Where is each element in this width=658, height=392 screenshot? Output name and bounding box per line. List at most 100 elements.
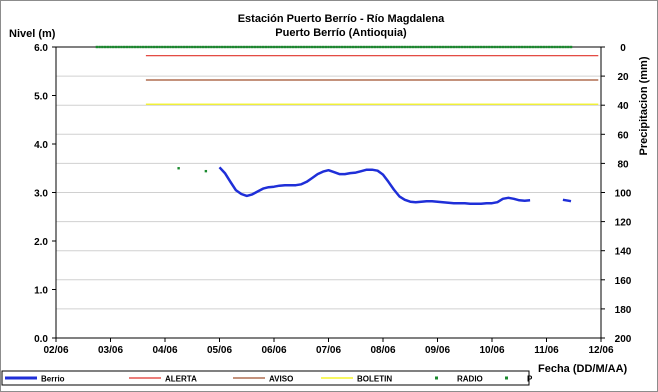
legend-label: Berrio <box>41 375 65 384</box>
series-p-point <box>354 45 357 49</box>
series-p-point <box>357 45 360 49</box>
series-p-point <box>229 45 232 49</box>
series-p-point <box>161 45 164 49</box>
x-axis-label: Fecha (DD/M/AA) <box>538 363 628 375</box>
x-tick-label: 09/06 <box>425 345 450 356</box>
series-p-point <box>155 45 159 49</box>
series-p-point <box>520 45 524 49</box>
series-p-point <box>237 45 240 49</box>
x-tick-label: 07/06 <box>316 345 341 356</box>
y2-tick-label: 40 <box>617 101 629 112</box>
series-p-point <box>144 45 148 49</box>
series-p-point <box>188 45 191 49</box>
series-p-point <box>340 45 344 49</box>
series-p-point <box>368 45 371 49</box>
series-p-point <box>381 45 385 49</box>
series-p-point <box>449 45 453 49</box>
series-p-point <box>452 45 456 49</box>
series-p-point <box>490 45 494 49</box>
y2-tick-label: 100 <box>615 189 632 200</box>
series-p-point <box>212 45 216 49</box>
series-p-point <box>346 45 349 49</box>
series-p-point <box>523 45 526 49</box>
legend-label: AVISO <box>269 375 293 384</box>
series-p-point <box>417 45 420 49</box>
series-p-point <box>463 45 466 49</box>
series-p-point <box>482 45 486 49</box>
series-p-point <box>152 45 156 49</box>
series-p-point <box>169 45 172 49</box>
series-p-point <box>550 45 554 49</box>
series-p-point <box>379 45 382 49</box>
series-p-point <box>485 45 488 49</box>
legend-label: RADIO <box>457 375 483 384</box>
series-p-point <box>564 45 567 49</box>
series-p-point <box>251 45 254 49</box>
y2-tick-label: 80 <box>617 159 629 170</box>
series-p-point <box>150 45 153 49</box>
series-p-point <box>305 45 308 49</box>
ticks-layer: 02/06 03/06 04/06 05/06 06/06 07/06 08/06 09/06… <box>34 43 632 356</box>
series-p-point <box>512 45 515 49</box>
series-p-point <box>128 45 131 49</box>
x-tick-label: 08/06 <box>370 345 395 356</box>
series-p-point <box>430 45 434 49</box>
series-p-point <box>387 45 390 49</box>
grid-layer <box>56 75 601 310</box>
series-p-point <box>515 45 518 49</box>
series-p-point <box>313 45 317 49</box>
series-p-point <box>136 45 139 49</box>
series-p-point <box>466 45 469 49</box>
series-p-point <box>278 45 281 49</box>
series-p-point <box>428 45 431 49</box>
series-p-point <box>498 45 502 49</box>
series-p-point <box>174 45 178 49</box>
y2-axis-label: Precipitacion (mm) <box>638 56 650 155</box>
series-p-point <box>201 45 205 49</box>
series-radio-point <box>204 169 208 173</box>
series-p-point <box>360 45 363 49</box>
series-p-point <box>561 45 565 49</box>
series-p-point <box>125 45 129 49</box>
series-p-point <box>264 45 268 49</box>
series-p-point <box>433 45 436 49</box>
series-p-point <box>409 45 412 49</box>
series-p-point <box>204 45 208 49</box>
series-p-point <box>469 45 472 49</box>
series-p-point <box>133 45 137 49</box>
series-p-point <box>373 45 377 49</box>
series-p-point <box>458 45 461 49</box>
y2-tick-label: 200 <box>615 334 632 345</box>
series-p-point <box>414 45 417 49</box>
series-p-point <box>234 45 238 49</box>
series-p-point <box>422 45 426 49</box>
series-p-point <box>283 45 287 49</box>
series-p-point <box>142 45 145 49</box>
series-p-point <box>177 45 180 49</box>
series-p-point <box>280 45 284 49</box>
series-p-point <box>120 45 123 49</box>
series-p-point <box>114 45 118 49</box>
series-p-point <box>376 45 379 49</box>
series-p-point <box>321 45 325 49</box>
series-p-point <box>291 45 295 49</box>
series-p-point <box>270 45 273 49</box>
series-p-point <box>441 45 445 49</box>
y2-tick-label: 120 <box>615 218 632 229</box>
series-p-point <box>351 45 355 49</box>
series-p-point <box>526 45 529 49</box>
series-p-point <box>518 45 521 49</box>
series-p-point <box>272 45 276 49</box>
series-p-point <box>493 45 496 49</box>
series-p-point <box>455 45 458 49</box>
series-p-point <box>297 45 300 49</box>
series-p-point <box>248 45 251 49</box>
x-tick-label: 05/06 <box>207 345 232 356</box>
series-p-point <box>332 45 336 49</box>
series-p-point <box>210 45 213 49</box>
series-p-point <box>370 45 374 49</box>
series-p-point <box>242 45 246 49</box>
series-p-point <box>193 45 197 49</box>
series-berrio-line <box>562 198 572 203</box>
